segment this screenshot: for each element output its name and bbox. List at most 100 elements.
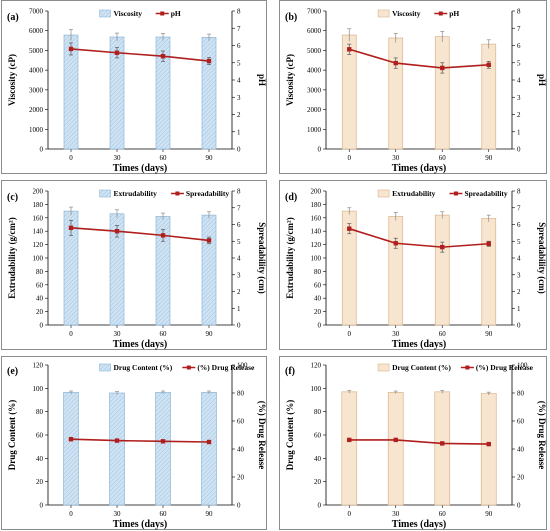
- legend-swatch-bar: [99, 189, 111, 198]
- y2-tick-label: 1: [517, 128, 521, 136]
- y-tick-label: 200: [33, 188, 44, 196]
- x-tick-label: 30: [392, 330, 400, 338]
- y-axis-label: Viscosity (cP): [285, 54, 295, 106]
- x-tick-label: 90: [206, 510, 214, 518]
- y2-tick-label: 80: [517, 390, 525, 398]
- y-tick-label: 60: [314, 432, 322, 440]
- x-tick-label: 0: [348, 154, 352, 162]
- y-tick-label: 0: [318, 322, 322, 330]
- line-point: [393, 437, 398, 443]
- y2-tick-label: 1: [517, 305, 521, 313]
- y-tick-label: 7000: [307, 8, 322, 16]
- legend-label-line: (%) Drug Release: [476, 363, 534, 372]
- bar: [434, 391, 451, 506]
- y-tick-label: 6000: [29, 27, 44, 35]
- series-line: [70, 227, 210, 242]
- y-tick-label: 2000: [307, 106, 322, 114]
- y-tick-label: 40: [36, 295, 44, 303]
- y2-tick-label: 6: [517, 221, 521, 229]
- legend-label-line: Spreadability: [186, 189, 229, 198]
- line-point: [440, 441, 445, 446]
- legend-swatch-bar: [377, 363, 390, 372]
- line-point: [206, 439, 212, 445]
- x-tick-label: 90: [206, 330, 214, 338]
- line-point: [68, 437, 74, 442]
- y-tick-label: 2000: [29, 106, 44, 114]
- legend-swatch-marker: [160, 11, 165, 16]
- y-tick-label: 1000: [307, 126, 322, 134]
- legend-swatch-marker: [438, 11, 443, 16]
- y-tick-label: 7000: [29, 8, 44, 16]
- line-point: [206, 58, 212, 64]
- line-point: [486, 62, 491, 68]
- y2-tick-label: 40: [517, 446, 525, 454]
- legend-label-line: Spreadability: [464, 189, 507, 198]
- y-tick-label: 4000: [307, 67, 322, 75]
- y2-tick-label: 8: [237, 188, 241, 196]
- panel-label: (e): [7, 366, 18, 377]
- panel-d: 0 20 40 60 80 100 120 140 160 180 200 0 1 2 3 4 5 6 7 8 0 30 6…: [279, 180, 547, 350]
- y2-tick-label: 100: [237, 362, 248, 370]
- y2-tick-label: 7: [237, 204, 241, 212]
- bar: [480, 393, 497, 506]
- y2-tick-label: 60: [237, 418, 245, 426]
- y2-tick-label: 4: [517, 77, 521, 85]
- y-tick-label: 140: [311, 228, 322, 236]
- y2-tick-label: 20: [517, 474, 525, 482]
- y2-axis-label: (%) Drug Release: [257, 401, 267, 469]
- y-tick-label: 0: [40, 146, 44, 154]
- series-line: [70, 48, 210, 62]
- y2-tick-label: 0: [517, 502, 521, 510]
- line-point: [440, 244, 445, 250]
- x-tick-label: 30: [114, 510, 122, 518]
- line-point: [114, 438, 120, 443]
- y-axis-label: Viscosity (cP): [7, 54, 17, 106]
- y-tick-label: 5000: [29, 47, 44, 55]
- y2-tick-label: 2: [517, 288, 521, 296]
- panel-label: (a): [7, 12, 19, 23]
- y-tick-label: 6000: [307, 27, 322, 35]
- y-tick-label: 100: [311, 255, 322, 263]
- x-tick-label: 0: [348, 330, 352, 338]
- y2-tick-label: 6: [237, 221, 241, 229]
- legend-label-bar: Viscosity: [392, 9, 421, 18]
- x-tick-label: 30: [392, 510, 400, 518]
- y-tick-label: 20: [36, 308, 44, 316]
- y2-axis-label: pH: [257, 74, 267, 86]
- legend-swatch-bar: [377, 189, 390, 198]
- chart-svg: 0 20 40 60 80 100 120 0 20 40 60 80 100 0 30 60 90 (f) Dru…: [285, 362, 547, 531]
- line-point: [347, 226, 352, 231]
- bar: [109, 392, 125, 506]
- y-tick-label: 80: [314, 408, 322, 416]
- bar: [434, 36, 450, 150]
- y2-tick-label: 1: [237, 128, 241, 136]
- y2-tick-label: 6: [237, 42, 241, 50]
- panel-c: 0 20 40 60 80 100 120 140 160 180 200 0 1 2 3 4 5 6 7 8 0 30 6…: [1, 180, 267, 350]
- bar: [155, 392, 171, 506]
- legend-swatch-bar: [99, 9, 111, 18]
- chart-svg: 0 20 40 60 80 100 120 0 20 40 60 80 100 0 30 60 90 (e) Dru…: [7, 362, 267, 531]
- x-tick-label: 60: [160, 510, 168, 518]
- x-tick-label: 30: [114, 330, 122, 338]
- line-point: [114, 50, 120, 55]
- bar: [201, 392, 217, 506]
- y-tick-label: 60: [36, 281, 44, 289]
- x-tick-label: 90: [206, 154, 214, 162]
- y2-tick-label: 8: [237, 8, 241, 16]
- chart-svg: 0 1000 2000 3000 4000 5000 6000 7000 0 1 2 3 4 5 6 7 8 0 3…: [7, 8, 267, 175]
- line-point: [486, 441, 491, 447]
- y-axis-label: Extrudability (g/cm²): [285, 217, 295, 298]
- legend-label-line: pH: [449, 9, 459, 18]
- chart-svg: 0 1000 2000 3000 4000 5000 6000 7000 0 1 2 3 4 5 6 7 8 0 3…: [285, 8, 547, 175]
- legend-label-bar: Extrudability: [392, 189, 436, 198]
- y-tick-label: 20: [314, 308, 322, 316]
- y-tick-label: 100: [33, 255, 44, 263]
- y2-tick-label: 2: [237, 111, 241, 119]
- y-tick-label: 100: [311, 385, 322, 393]
- y-tick-label: 120: [33, 362, 44, 370]
- x-tick-label: 0: [69, 510, 73, 518]
- line-point: [160, 233, 166, 238]
- panel-label: (c): [7, 192, 18, 203]
- y-tick-label: 0: [40, 322, 44, 330]
